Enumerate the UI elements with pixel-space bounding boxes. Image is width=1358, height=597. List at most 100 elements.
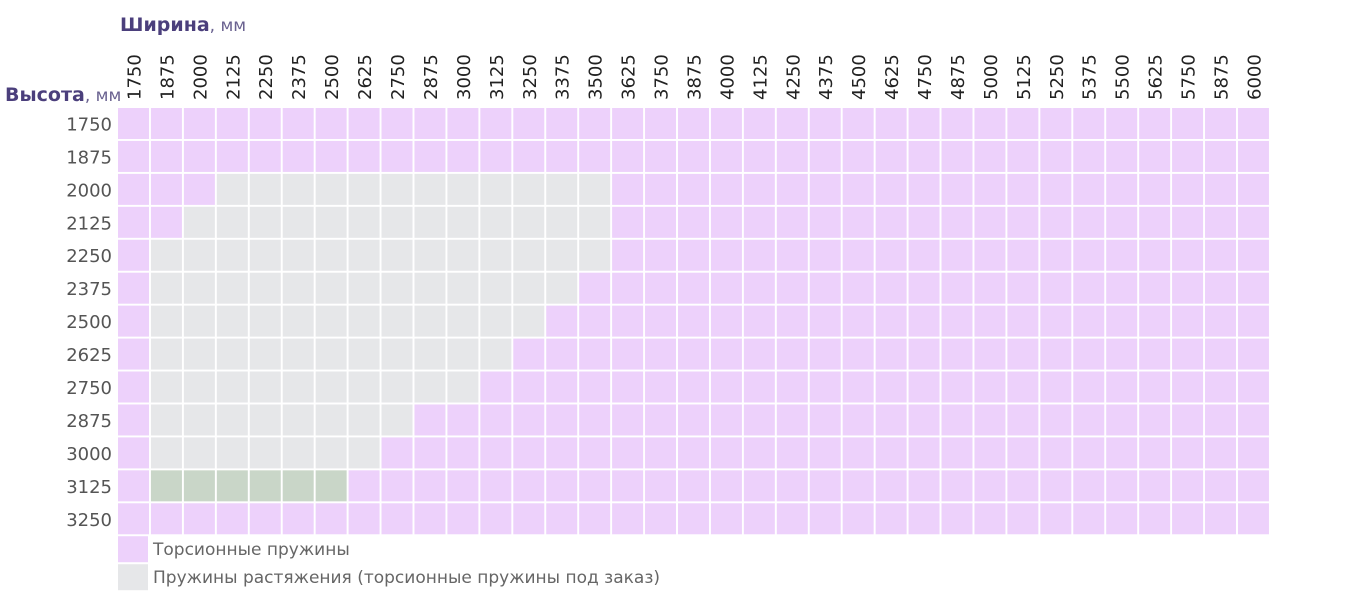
cell [1205,140,1237,172]
cell [216,437,248,469]
cell [414,404,446,436]
cell [282,338,314,370]
cell [875,272,907,304]
cell [974,140,1006,172]
column-label: 4625 [882,54,903,100]
cell [1139,371,1171,403]
cell [150,206,182,238]
cell [579,108,611,139]
cell [1237,470,1269,502]
cell [414,338,446,370]
cell [348,470,380,502]
cell [875,140,907,172]
cell [381,503,413,535]
cell [1205,173,1237,205]
height-title: Высота [5,84,85,106]
cell [546,503,578,535]
cell [447,503,479,535]
cell [908,338,940,370]
cell [1007,371,1039,403]
cell [1007,338,1039,370]
cell [118,503,149,535]
cell [1172,206,1204,238]
row-label: 3125 [66,477,112,498]
cell [480,239,512,271]
cell [183,437,215,469]
row-label: 2875 [66,411,112,432]
cell [842,371,874,403]
cell [150,239,182,271]
cell [118,140,149,172]
cell [677,305,709,337]
column-label: 5375 [1080,54,1101,100]
cell [974,206,1006,238]
cell [282,371,314,403]
cell [315,206,347,238]
cell [1073,173,1105,205]
cell [447,371,479,403]
cell [447,173,479,205]
cell [1007,404,1039,436]
cell [710,108,742,139]
cell [282,173,314,205]
cell [1205,108,1237,139]
cell [776,503,808,535]
cell [743,371,775,403]
cell [809,503,841,535]
cell [348,206,380,238]
cell [249,338,281,370]
cell [941,503,973,535]
column-label: 3375 [553,54,574,100]
column-label: 1875 [157,54,178,100]
cell [118,371,149,403]
cell [1139,305,1171,337]
cell [118,470,149,502]
cell [743,503,775,535]
cell [249,404,281,436]
cell [842,470,874,502]
cell [348,371,380,403]
cell [776,173,808,205]
cell [150,338,182,370]
cell [118,272,149,304]
cell [677,338,709,370]
cell [612,305,644,337]
column-label: 3875 [684,54,705,100]
cell [414,239,446,271]
cell [710,206,742,238]
cell [974,239,1006,271]
cell [809,437,841,469]
cell [513,437,545,469]
cell [908,108,940,139]
cell [118,206,149,238]
height-header: Высота, мм [5,84,121,106]
cell [183,503,215,535]
cell [743,239,775,271]
cell [216,239,248,271]
cell [809,305,841,337]
column-label: 3625 [619,54,640,100]
cell [941,305,973,337]
cell [908,272,940,304]
cell [1106,338,1138,370]
cell [710,239,742,271]
cell [743,140,775,172]
column-label: 2875 [421,54,442,100]
cell [677,140,709,172]
cell [480,470,512,502]
cell [546,437,578,469]
cell [1172,503,1204,535]
cell [677,404,709,436]
cell [315,239,347,271]
row-label: 2750 [66,378,112,399]
column-label: 5500 [1113,54,1134,100]
cell [249,140,281,172]
cell [612,437,644,469]
cell [1172,305,1204,337]
cell [348,503,380,535]
cell [1237,503,1269,535]
cell [677,272,709,304]
cell [809,338,841,370]
cell [645,437,677,469]
cell [348,239,380,271]
